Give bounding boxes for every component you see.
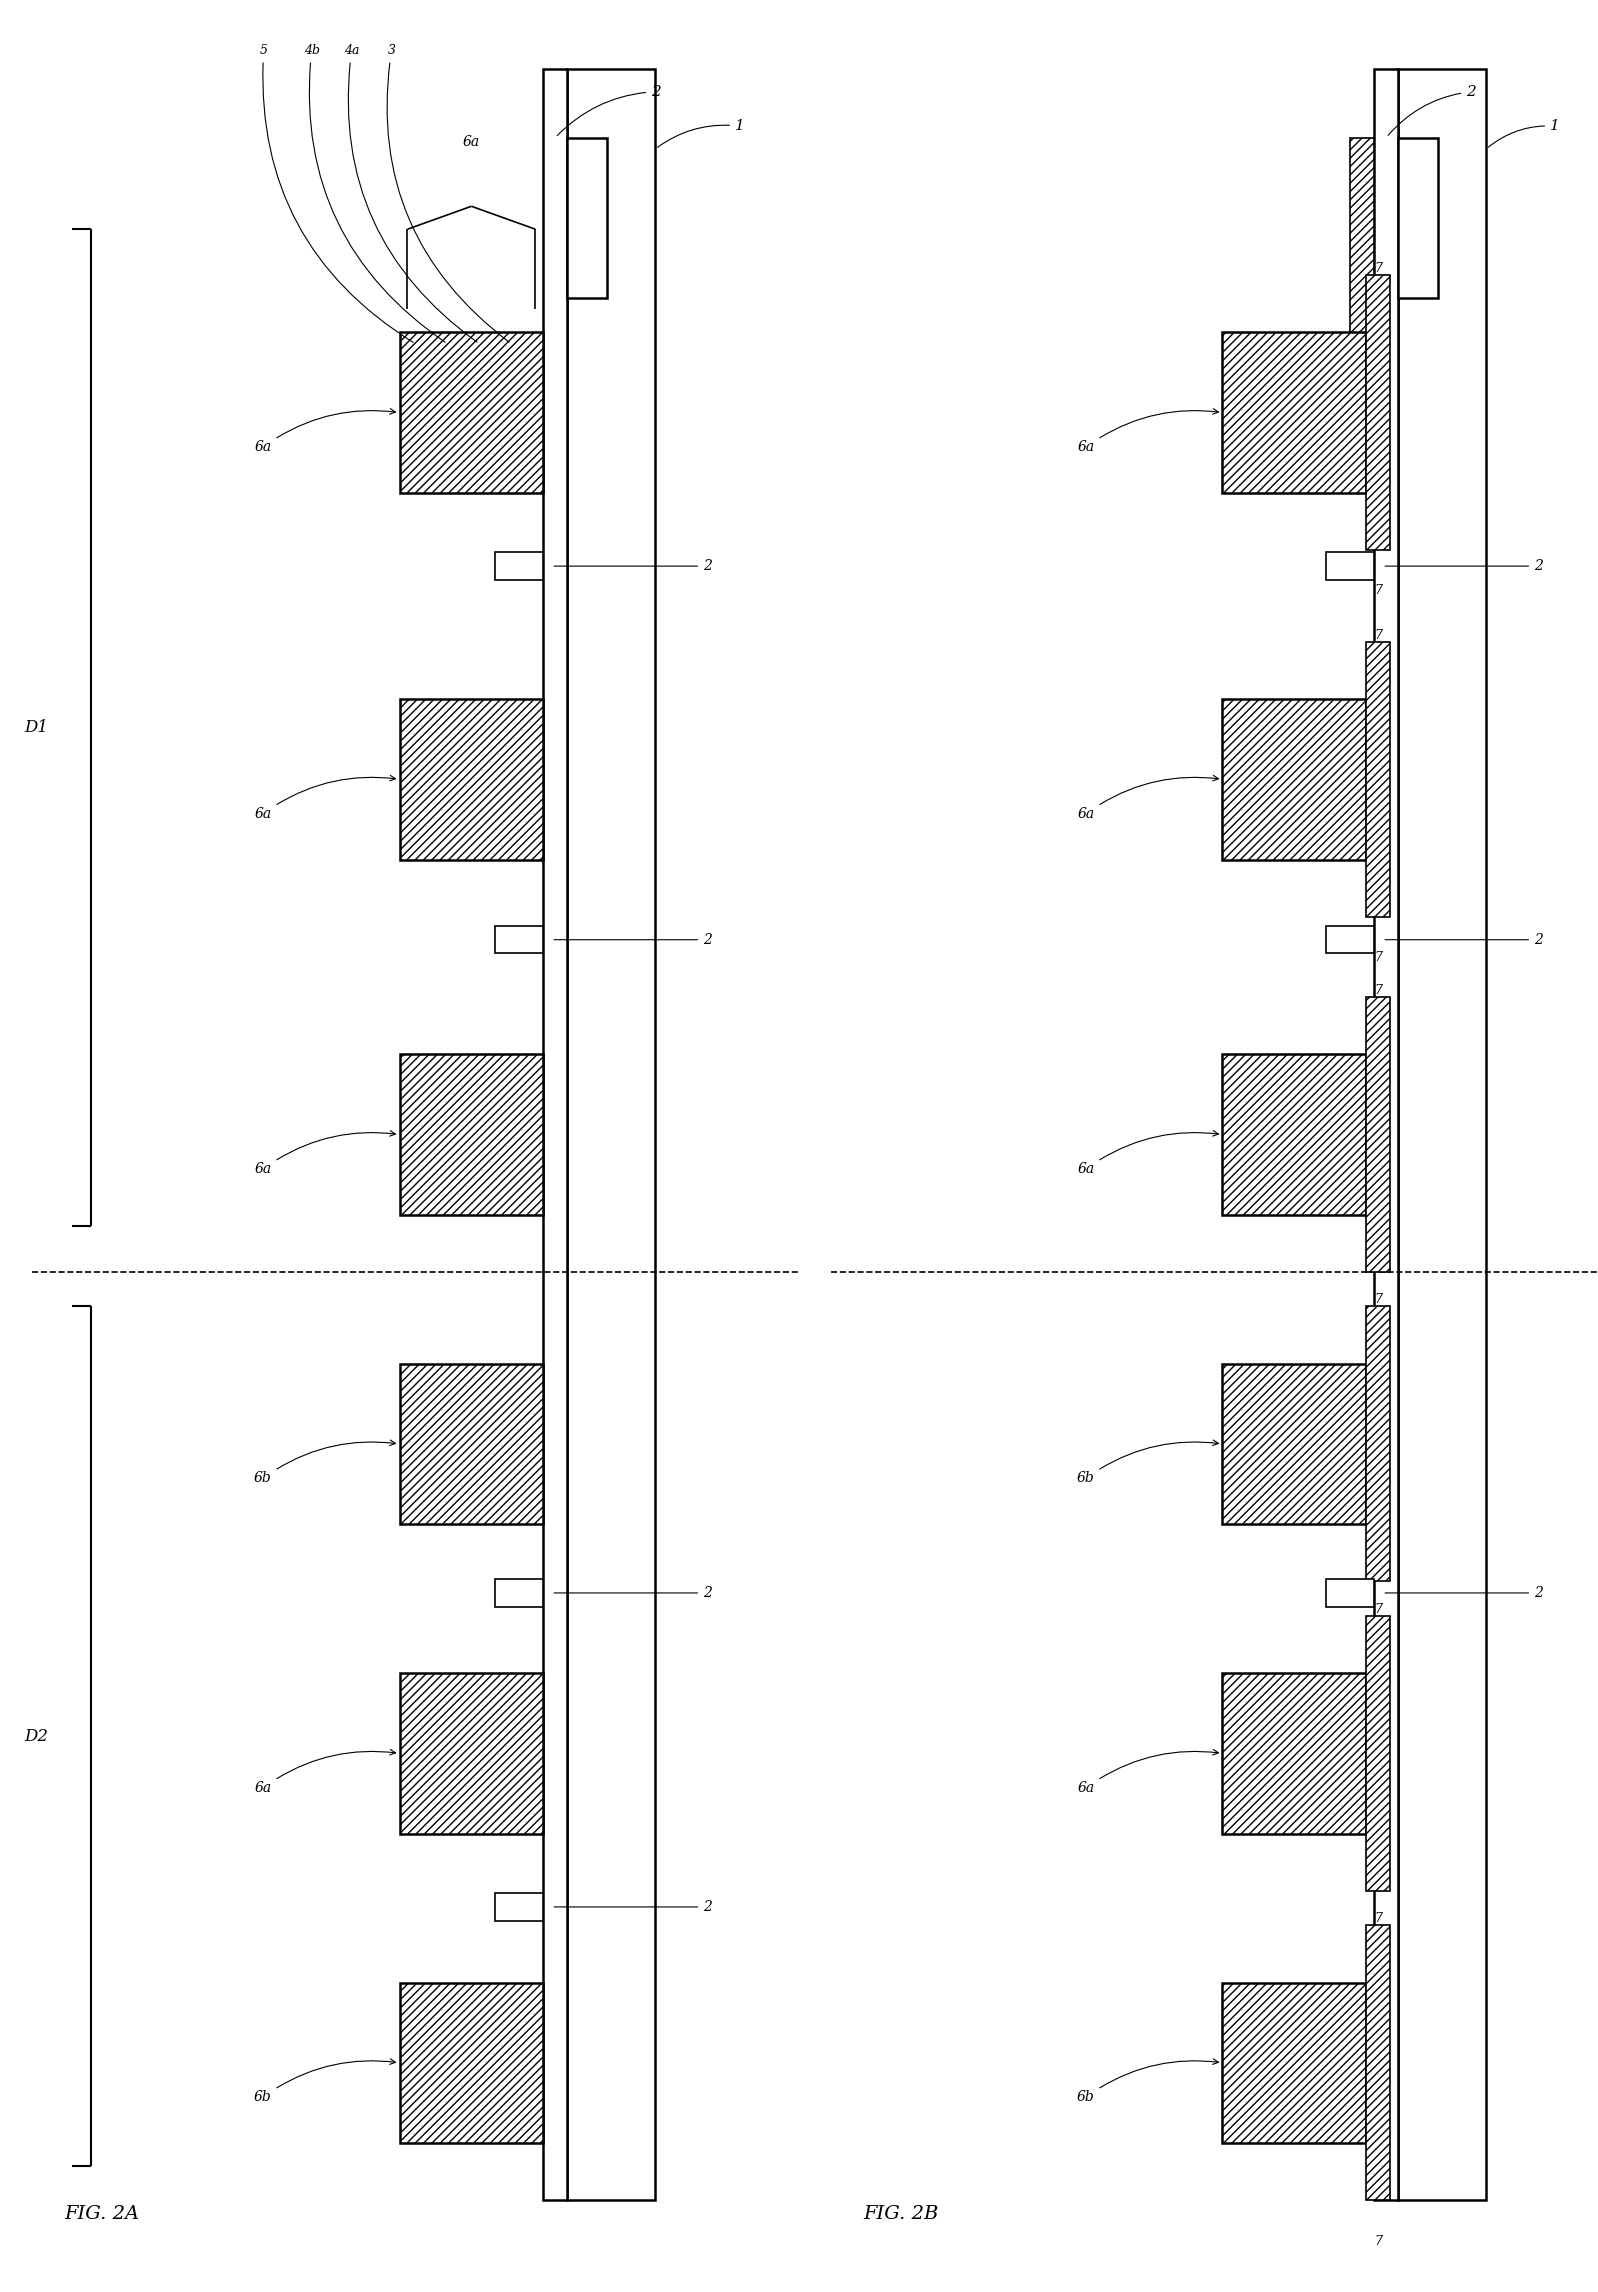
Text: 6b: 6b <box>1077 1439 1219 1485</box>
Text: 2: 2 <box>555 1900 713 1914</box>
Text: 5: 5 <box>259 44 414 342</box>
Bar <box>495 926 543 953</box>
Text: 3: 3 <box>387 44 510 342</box>
Text: 1: 1 <box>657 119 745 147</box>
Text: 6a: 6a <box>1077 408 1219 454</box>
Text: 6a: 6a <box>1077 1130 1219 1176</box>
Text: 6a: 6a <box>254 408 396 454</box>
Text: 2: 2 <box>558 85 662 135</box>
Bar <box>543 69 567 2200</box>
Bar <box>567 138 607 298</box>
Bar <box>1222 1983 1366 2143</box>
Text: 6b: 6b <box>254 2058 396 2104</box>
Text: 2: 2 <box>555 1586 713 1600</box>
Text: FIG. 2A: FIG. 2A <box>64 2205 139 2223</box>
Text: 6a: 6a <box>254 1130 396 1176</box>
Bar <box>1366 997 1390 1272</box>
Text: 2: 2 <box>1389 85 1477 135</box>
Text: 7: 7 <box>1374 261 1382 275</box>
Bar <box>1374 69 1398 2200</box>
Text: 7: 7 <box>1374 1306 1382 1320</box>
Bar <box>1366 275 1390 550</box>
Bar <box>1326 1579 1374 1607</box>
Bar <box>1366 642 1390 917</box>
Text: 4b: 4b <box>304 44 446 342</box>
Text: 6a: 6a <box>1077 1749 1219 1795</box>
Bar <box>1222 332 1366 493</box>
Bar <box>1222 1673 1366 1834</box>
Bar <box>400 1054 543 1215</box>
Text: 2: 2 <box>1385 933 1544 947</box>
Text: 7: 7 <box>1374 584 1382 598</box>
Text: 2: 2 <box>555 559 713 573</box>
Bar <box>1366 1925 1390 2200</box>
Bar <box>1398 138 1438 298</box>
Bar <box>1222 699 1366 860</box>
Text: 2: 2 <box>555 933 713 947</box>
Text: 7: 7 <box>1374 628 1382 642</box>
Text: 6a: 6a <box>1077 775 1219 821</box>
Text: 7: 7 <box>1374 1602 1382 1616</box>
Text: 7: 7 <box>1374 951 1382 965</box>
Bar <box>400 699 543 860</box>
Bar <box>567 69 655 2200</box>
Bar <box>1366 1616 1390 1891</box>
Text: 4a: 4a <box>344 44 478 342</box>
Bar <box>400 1364 543 1524</box>
Bar <box>1326 552 1374 580</box>
Text: 6a: 6a <box>254 775 396 821</box>
Bar <box>400 332 543 493</box>
Text: 7: 7 <box>1374 1293 1382 1306</box>
Text: 7: 7 <box>1374 983 1382 997</box>
Text: 7: 7 <box>1374 1925 1382 1939</box>
Bar <box>1222 1364 1366 1524</box>
Text: D2: D2 <box>24 1728 48 1744</box>
Bar <box>495 1579 543 1607</box>
Text: 1: 1 <box>1488 119 1560 147</box>
Text: 6b: 6b <box>1077 2058 1219 2104</box>
Text: D1: D1 <box>24 720 48 736</box>
Text: 7: 7 <box>1374 2235 1382 2248</box>
Text: 6b: 6b <box>254 1439 396 1485</box>
Text: 2: 2 <box>1385 559 1544 573</box>
Text: 6a: 6a <box>254 1749 396 1795</box>
Text: 7: 7 <box>1374 1912 1382 1925</box>
Bar <box>495 1893 543 1921</box>
Text: 7: 7 <box>1374 1616 1382 1630</box>
Bar <box>1326 926 1374 953</box>
Bar <box>1398 69 1486 2200</box>
Text: 6a: 6a <box>463 135 479 149</box>
Bar <box>1350 138 1374 390</box>
Bar <box>1222 1054 1366 1215</box>
Bar <box>400 1673 543 1834</box>
Bar <box>400 1983 543 2143</box>
Bar <box>495 552 543 580</box>
Text: 2: 2 <box>1385 1586 1544 1600</box>
Bar <box>1366 1306 1390 1581</box>
Text: FIG. 2B: FIG. 2B <box>863 2205 938 2223</box>
